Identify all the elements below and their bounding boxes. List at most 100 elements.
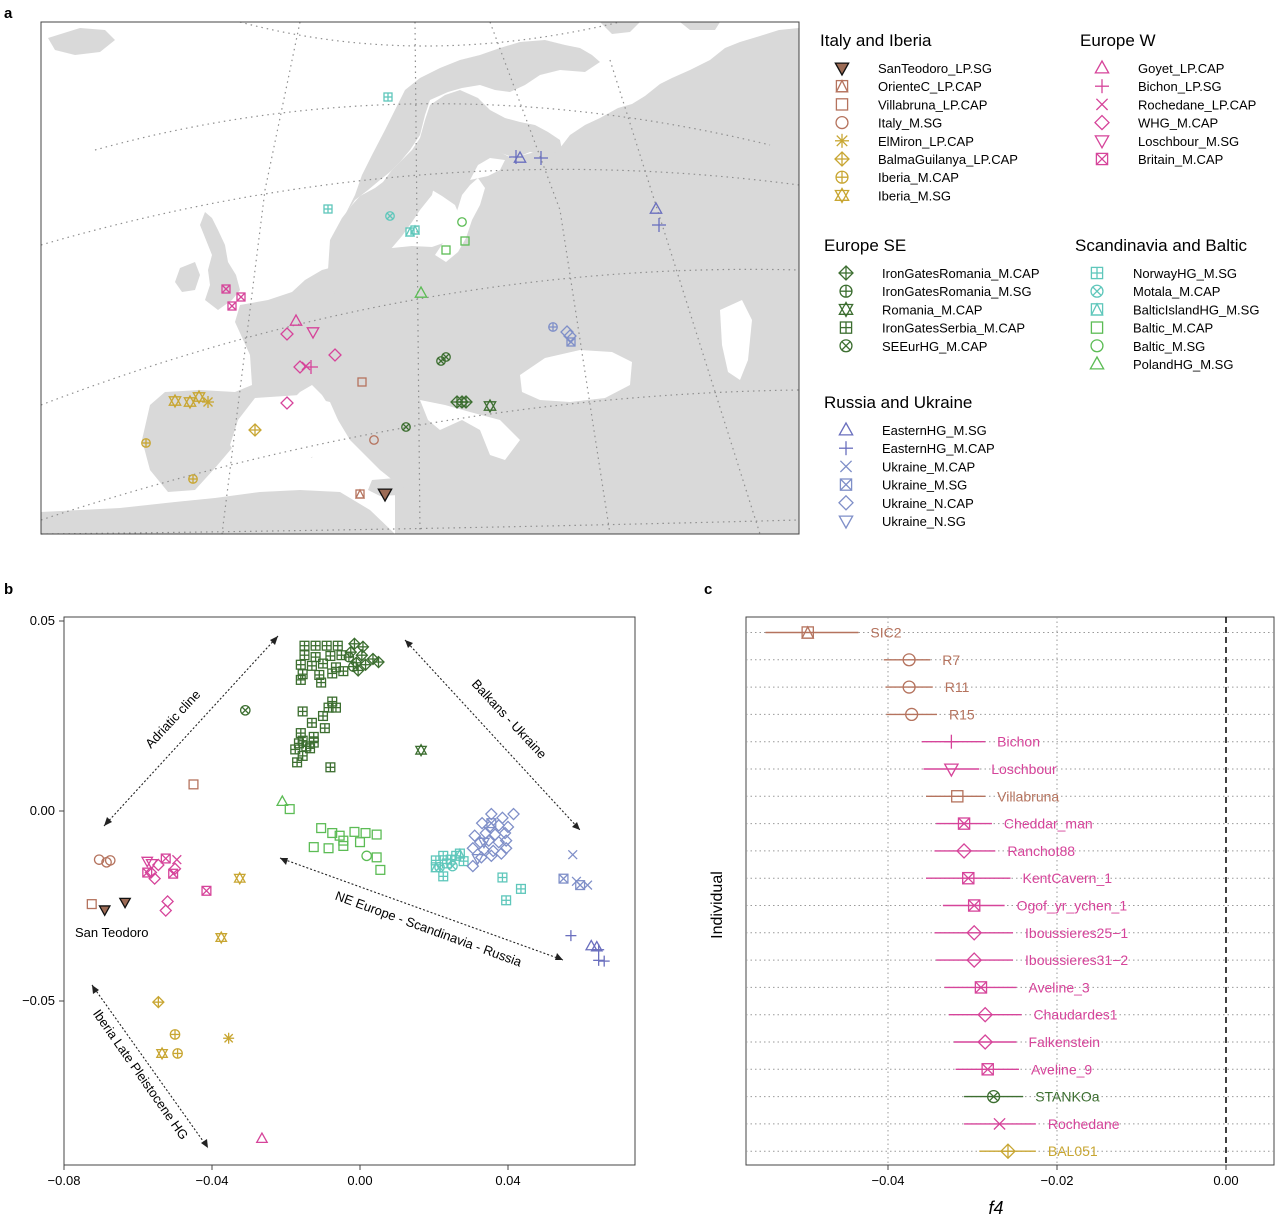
legend-marker	[839, 460, 853, 473]
pca-point-italy-m-sg	[104, 855, 116, 866]
f4-estimate-marker	[801, 625, 815, 639]
f4-row: R15	[886, 706, 975, 722]
pca-point-seeurhg-m-cap	[239, 704, 251, 716]
legend-item-label: Baltic_M.CAP	[1133, 321, 1213, 336]
f4-row: R7	[883, 652, 960, 668]
pca-point-irongatesserbia-m-cap	[317, 658, 329, 669]
pca-panel: −0.08 −0.04 0.00 0.04 0.05 0.00 −0.05 Adriatic…	[22, 613, 636, 1188]
pca-point-baltic-m-cap	[316, 823, 327, 834]
f4-row: Falkenstein	[953, 1034, 1100, 1050]
f4-row-label: Cheddar_man	[1004, 816, 1093, 832]
pca-xtick-label: −0.04	[196, 1173, 229, 1188]
legend-marker	[835, 116, 849, 130]
f4-estimate-marker	[956, 842, 972, 859]
legend-item-label: Britain_M.CAP	[1138, 152, 1223, 167]
f4-row-label: Villabruna	[997, 788, 1059, 804]
legend-marker	[839, 441, 853, 456]
map-site-marker	[457, 217, 467, 227]
pca-point-ukraine-n-cap	[498, 826, 512, 840]
pca-point-irongatesserbia-m-cap	[317, 710, 329, 722]
pca-point-baltic-m-cap	[338, 835, 349, 846]
f4-xtick-label: −0.02	[1041, 1173, 1074, 1188]
f4-row: Ogof_yr_ychen_1	[942, 898, 1127, 914]
f4-row: Chaudardes1	[948, 1007, 1118, 1023]
pca-point-rochedane-lp-cap	[171, 854, 182, 865]
legend-marker	[1090, 302, 1104, 316]
legend-item-label: SanTeodoro_LP.SG	[878, 61, 992, 76]
pca-point-ukraine-n-cap	[466, 859, 480, 873]
pca-point-whg-m-cap	[168, 862, 182, 876]
legend-marker	[838, 494, 854, 511]
legend-item-label: Ukraine_M.SG	[882, 478, 967, 493]
legend-marker	[835, 79, 849, 93]
pca-point-irongatesserbia-m-cap	[297, 750, 308, 761]
f4-row: STANKOa	[964, 1089, 1100, 1105]
pca-point-goyet-lp-cap	[255, 1131, 269, 1144]
map-site-marker	[293, 360, 307, 374]
map-site-marker	[236, 292, 246, 302]
pca-points	[86, 637, 610, 1144]
legend-marker	[1094, 59, 1110, 74]
legend-item-label: ElMiron_LP.CAP	[878, 134, 974, 149]
f4-row-label: R15	[949, 706, 975, 722]
pca-point-baltic-m-cap	[308, 842, 319, 853]
annotation-san-teodoro: San Teodoro	[75, 925, 149, 940]
pca-point-iberia-m-sg	[155, 1046, 169, 1061]
f4-row-label: Aveline_9	[1031, 1061, 1092, 1077]
map-site-marker	[227, 301, 237, 311]
legend-item-label: BalticIslandHG_M.SG	[1133, 302, 1259, 317]
pca-point-irongatesromania-m-cap	[348, 637, 361, 651]
annotation-adriatic-cline: Adriatic cline	[142, 687, 203, 751]
f4-estimate-marker	[951, 790, 964, 803]
f4-row-label: STANKOa	[1035, 1089, 1100, 1105]
legend-marker	[834, 187, 850, 204]
map-site-marker	[563, 329, 577, 343]
f4-estimate-marker	[974, 981, 988, 994]
f4-row: Aveline_9	[955, 1061, 1092, 1077]
f4-row-label: KentCavern_1	[1023, 870, 1113, 886]
annotation-iberia-lp: Iberia Late Pleistocene HG	[90, 1006, 191, 1142]
f4-estimate-marker	[902, 653, 916, 667]
pca-point-orientec-lp-cap	[86, 899, 97, 910]
legend-item-label: Ukraine_N.SG	[882, 514, 966, 529]
map-site-marker	[383, 92, 393, 102]
pca-point-norwayhg-m-sg	[438, 871, 449, 882]
map-site-marker	[280, 327, 294, 341]
pca-point-britain-m-cap	[201, 885, 212, 896]
pca-point-irongatesserbia-m-cap	[327, 696, 338, 707]
f4-row: Iboussieres25−1	[934, 925, 1128, 941]
pca-point-loschbour-m-sg	[140, 856, 154, 868]
map-site-marker	[354, 488, 366, 499]
pca-point-ukraine-n-cap	[499, 834, 513, 848]
f4-row-label: BAL051	[1048, 1143, 1098, 1159]
f4-estimate-marker	[993, 1117, 1006, 1130]
pca-point-baltic-m-cap	[360, 827, 371, 839]
legend-item-label: WHG_M.CAP	[1138, 116, 1218, 131]
f4-row: Ranchot88	[934, 843, 1075, 859]
legend-marker	[839, 339, 853, 353]
pca-point-ukraine-n-cap	[484, 807, 498, 821]
f4-row-label: Falkenstein	[1028, 1034, 1100, 1050]
map-legend: Italy and Iberia SanTeodoro_LP.SG OrienteC…	[820, 31, 1259, 530]
f4-row-label: SIC2	[870, 625, 901, 641]
f4-plot-frame	[745, 616, 1275, 1166]
pca-point-ukraine-n-cap	[468, 829, 482, 843]
map-site-marker	[202, 396, 214, 408]
pca-point-irongatesserbia-m-cap	[290, 744, 301, 755]
legend-marker	[835, 133, 849, 148]
legend-item-label: Ukraine_N.CAP	[882, 496, 974, 511]
legend-item-label: EasternHG_M.CAP	[882, 441, 995, 456]
legend-item-label: Bichon_LP.SG	[1138, 79, 1222, 94]
f4-row: SIC2	[765, 625, 902, 641]
legend-item-label: IronGatesRomania_M.CAP	[882, 266, 1040, 281]
pca-point-ukraine-n-cap	[486, 844, 500, 858]
pca-point-ukraine-n-cap	[492, 835, 506, 849]
pca-point-ukraine-n-cap	[492, 819, 506, 832]
f4-estimate-marker	[981, 1063, 994, 1076]
map-site-marker	[548, 322, 558, 332]
legend-marker	[839, 478, 853, 491]
pca-point-iberia-m-cap	[169, 1029, 181, 1040]
map-markers	[141, 92, 666, 503]
pca-point-ukraine-m-cap	[571, 876, 582, 887]
pca-point-elmiron-lp-cap	[223, 1032, 235, 1044]
